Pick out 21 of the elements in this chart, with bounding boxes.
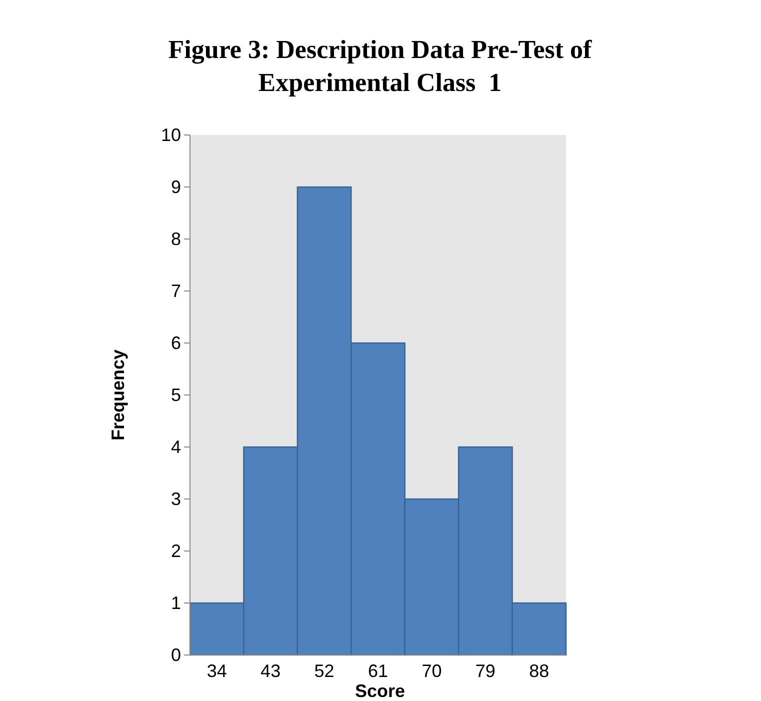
chart-title: Figure 3: Description Data Pre-Test of Experimental Class 1 [168, 35, 592, 97]
y-tick-label: 4 [170, 436, 181, 457]
x-tick-label: 52 [314, 660, 334, 681]
y-tick-label: 3 [170, 488, 181, 509]
y-tick-label: 2 [170, 540, 181, 561]
y-tick-label: 10 [160, 124, 181, 145]
x-tick-label: 79 [475, 660, 496, 681]
x-tick-label: 70 [422, 660, 442, 681]
x-tick-label: 88 [529, 660, 550, 681]
y-tick-label: 1 [170, 592, 181, 613]
x-axis-title: Score [354, 681, 406, 701]
y-tick-label: 7 [170, 280, 181, 301]
y-tick-label: 8 [170, 228, 181, 249]
x-tick-label: 43 [260, 660, 281, 681]
x-tick-label: 34 [206, 660, 227, 681]
y-tick-label: 5 [170, 384, 181, 405]
y-tick-label: 9 [170, 176, 181, 197]
y-tick-label: 6 [170, 332, 181, 353]
x-tick-label: 61 [368, 660, 388, 681]
y-tick-label: 0 [170, 644, 181, 665]
y-axis-title: Frequency [108, 349, 128, 441]
